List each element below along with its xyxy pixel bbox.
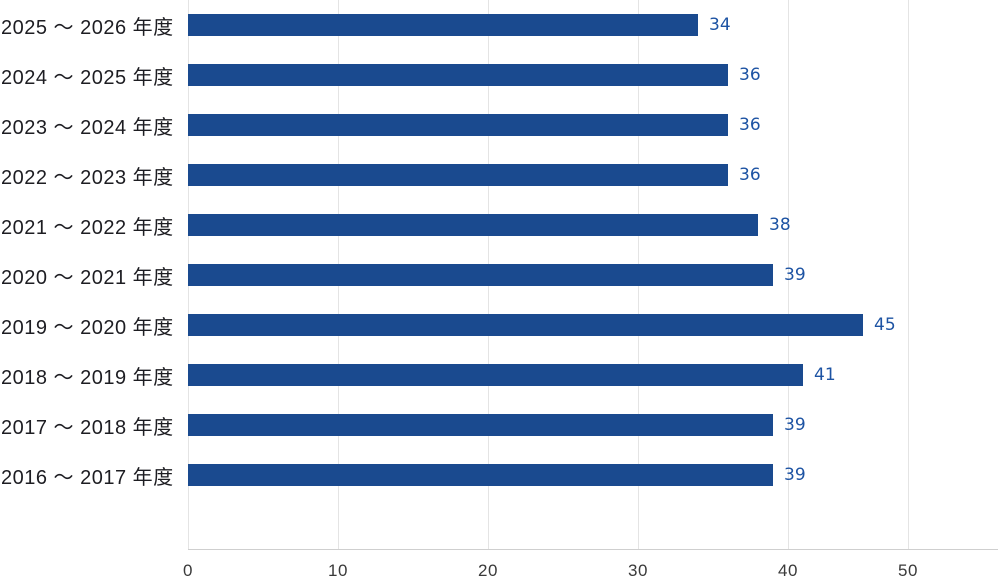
bar: [188, 164, 728, 186]
chart-row: 2022 〜 2023 年度 36: [0, 150, 998, 200]
value-label: 45: [874, 315, 896, 335]
chart-row: 2025 〜 2026 年度 34: [0, 0, 998, 50]
chart-row: 2021 〜 2022 年度 38: [0, 200, 998, 250]
category-label: 2018 〜 2019 年度: [1, 366, 174, 389]
value-label: 41: [814, 365, 836, 385]
chart-row: 2023 〜 2024 年度 36: [0, 100, 998, 150]
bar: [188, 114, 728, 136]
bar: [188, 364, 803, 386]
category-label: 2025 〜 2026 年度: [1, 16, 174, 39]
bar: [188, 314, 863, 336]
chart-row: 2016 〜 2017 年度 39: [0, 450, 998, 500]
category-label: 2021 〜 2022 年度: [1, 216, 174, 239]
category-label: 2017 〜 2018 年度: [1, 416, 174, 439]
x-tick-label: 30: [628, 561, 648, 580]
value-label: 36: [739, 115, 761, 135]
bar: [188, 464, 773, 486]
category-label: 2023 〜 2024 年度: [1, 116, 174, 139]
x-tick-label: 20: [478, 561, 498, 580]
x-tick-label: 0: [183, 561, 193, 580]
category-label: 2019 〜 2020 年度: [1, 316, 174, 339]
category-label: 2022 〜 2023 年度: [1, 166, 174, 189]
category-label: 2024 〜 2025 年度: [1, 66, 174, 89]
gridline-50: [908, 0, 909, 549]
category-label: 2016 〜 2017 年度: [1, 466, 174, 489]
chart-rows: 2025 〜 2026 年度 34 2024 〜 2025 年度 36 2023 〜 2…: [0, 0, 998, 500]
chart-row: 2019 〜 2020 年度 45: [0, 300, 998, 350]
x-tick-label: 10: [328, 561, 348, 580]
chart-row: 2018 〜 2019 年度 41: [0, 350, 998, 400]
value-label: 34: [709, 15, 731, 35]
x-tick-label: 50: [898, 561, 918, 580]
value-label: 39: [784, 415, 806, 435]
x-axis: 0 10 20 30 40 50: [0, 561, 998, 587]
gridline-40: [788, 0, 789, 549]
chart-row: 2020 〜 2021 年度 39: [0, 250, 998, 300]
value-label: 36: [739, 65, 761, 85]
category-label: 2020 〜 2021 年度: [1, 266, 174, 289]
value-label: 38: [769, 215, 791, 235]
value-label: 36: [739, 165, 761, 185]
value-label: 39: [784, 265, 806, 285]
chart-row: 2024 〜 2025 年度 36: [0, 50, 998, 100]
bar: [188, 414, 773, 436]
value-label: 39: [784, 465, 806, 485]
bar: [188, 214, 758, 236]
x-tick-label: 40: [778, 561, 798, 580]
chart-row: 2017 〜 2018 年度 39: [0, 400, 998, 450]
bar: [188, 14, 698, 36]
bar: [188, 264, 773, 286]
bar: [188, 64, 728, 86]
